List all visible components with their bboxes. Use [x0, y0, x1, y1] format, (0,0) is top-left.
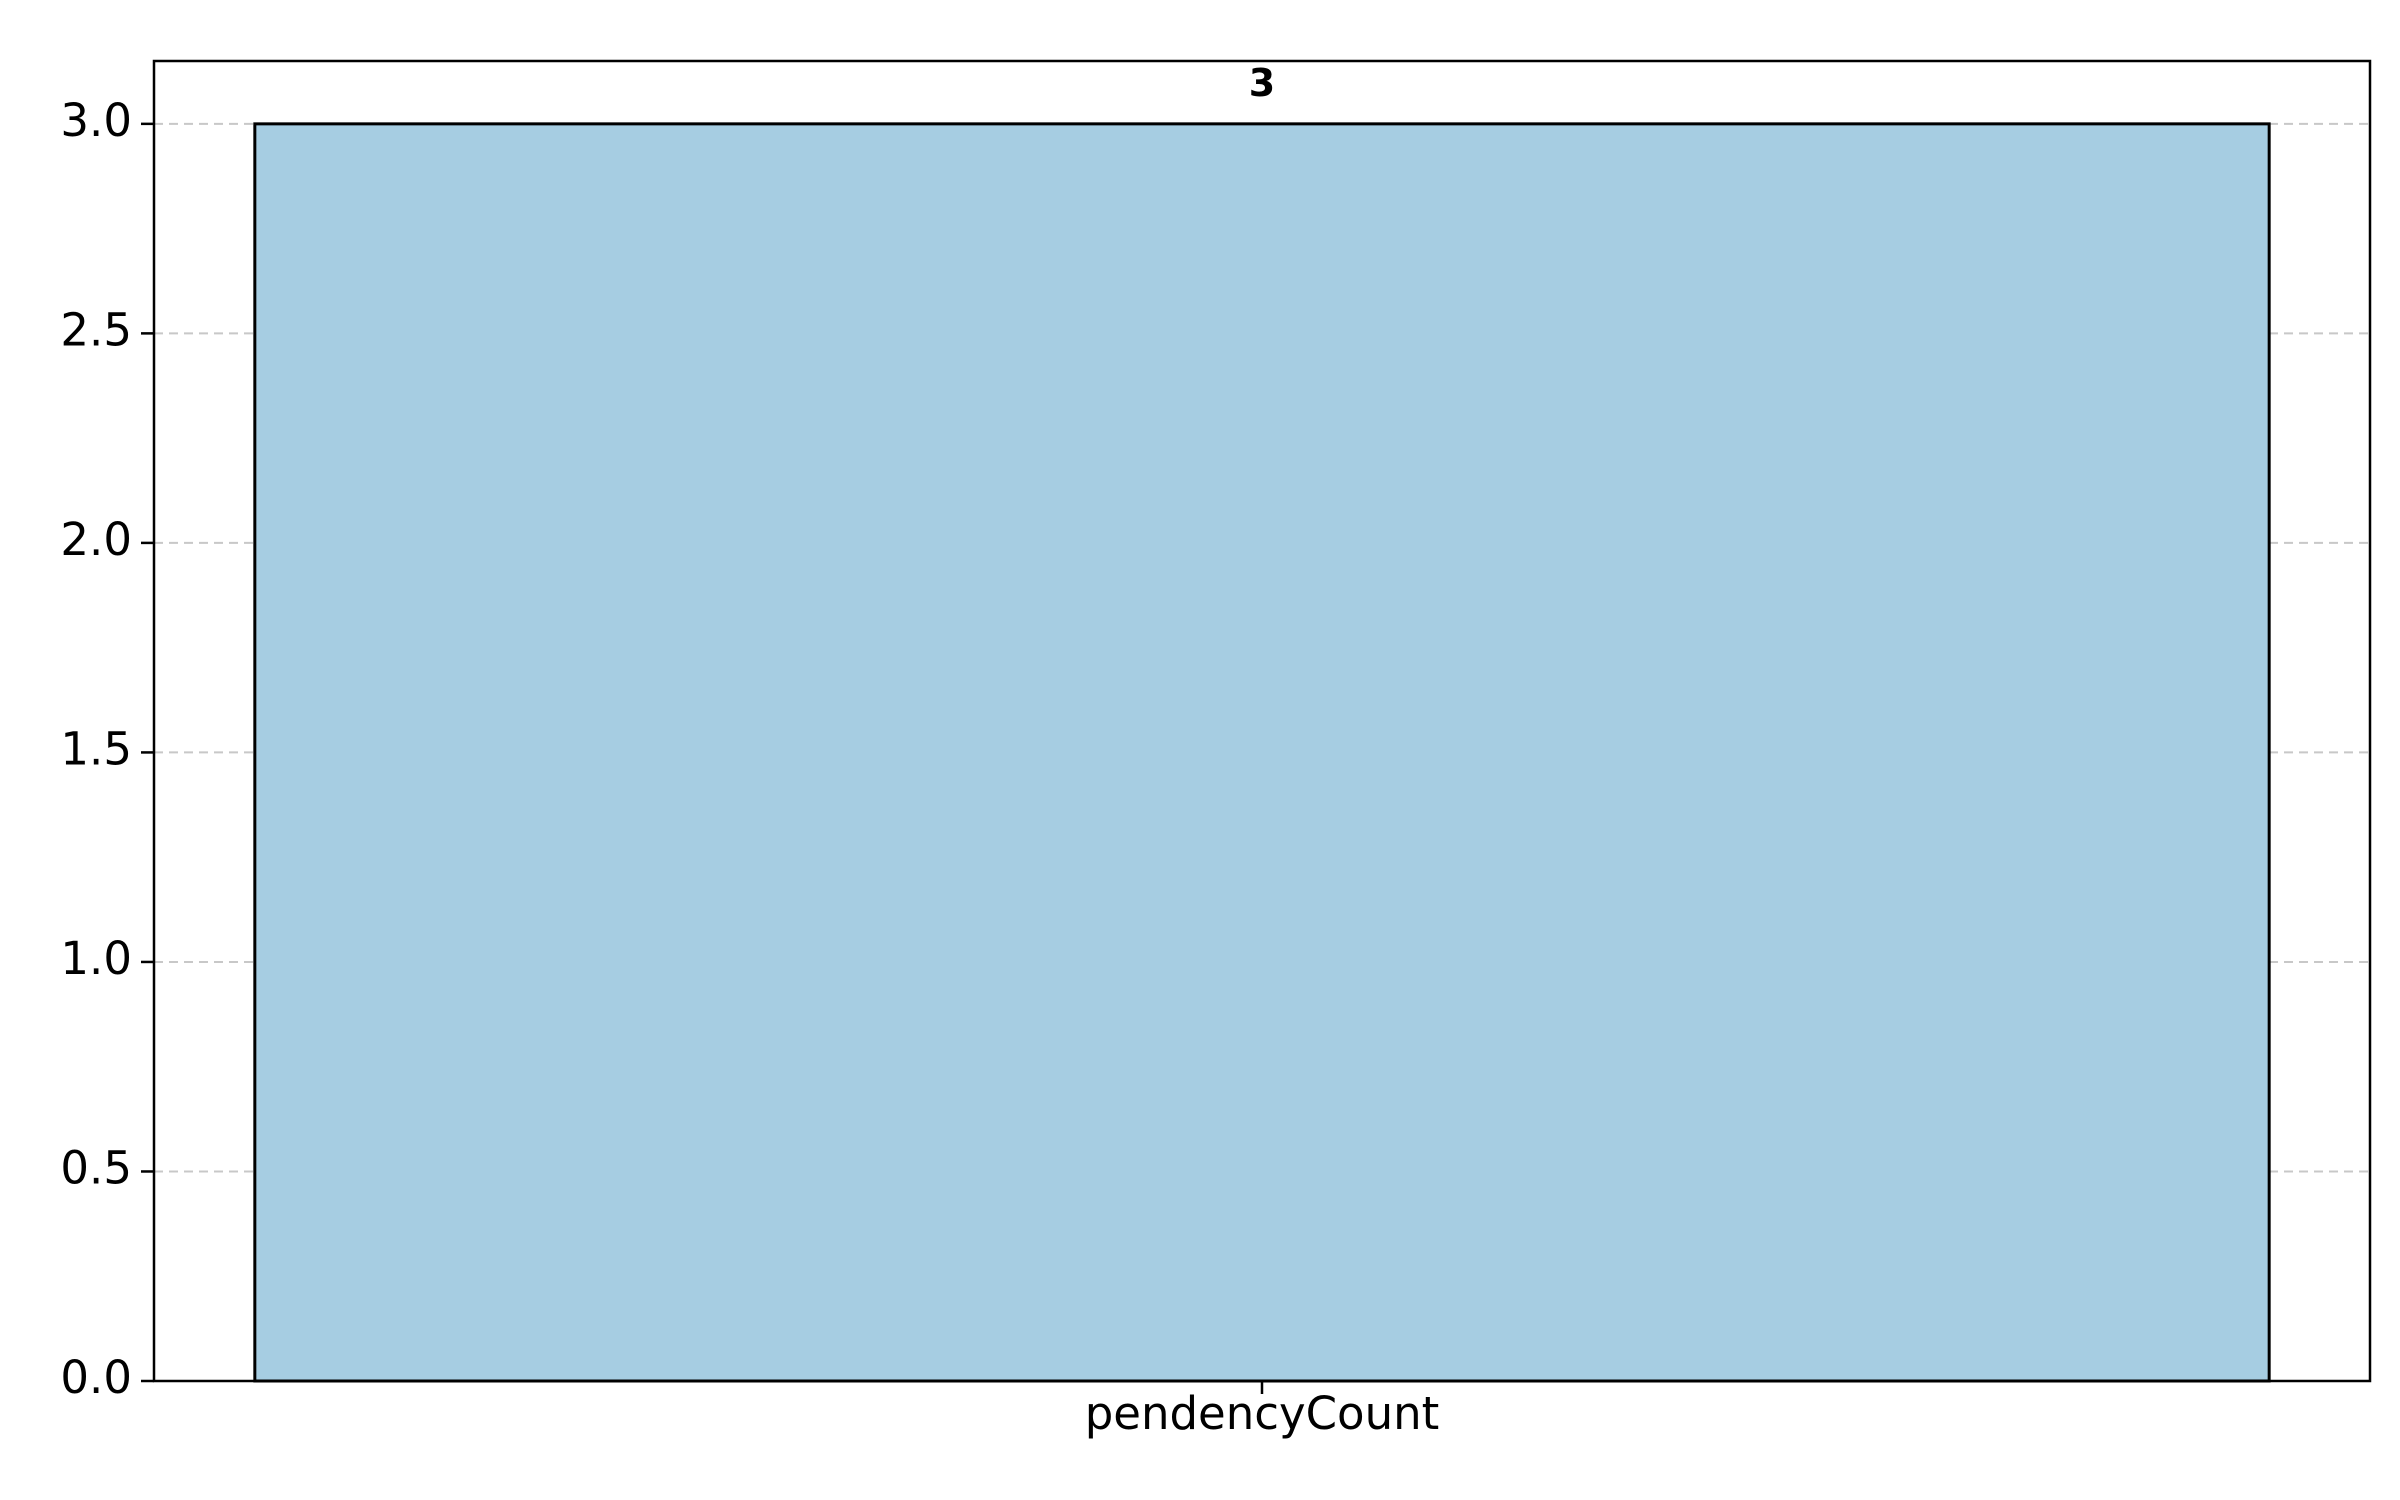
y-tick-label: 1.5 [60, 722, 132, 775]
y-tick-label: 3.0 [60, 94, 132, 147]
y-tick-label: 2.5 [60, 303, 132, 356]
bars [253, 122, 2271, 1383]
y-tick-label: 2.0 [60, 513, 132, 566]
y-axis-ticks: 0.0 0.5 1.0 1.5 2.0 2.5 3.0 [60, 94, 154, 1404]
data-labels: 3 [1249, 61, 1275, 105]
y-tick-label: 1.0 [60, 932, 132, 985]
bar-pendencyCount [253, 122, 2271, 1383]
bar-value-label: 3 [1249, 61, 1275, 105]
y-tick-label: 0.5 [60, 1141, 132, 1194]
y-tick-label: 0.0 [60, 1351, 132, 1404]
x-tick-label: pendencyCount [1085, 1387, 1440, 1440]
x-axis-ticks: pendencyCount [1085, 1381, 1440, 1440]
